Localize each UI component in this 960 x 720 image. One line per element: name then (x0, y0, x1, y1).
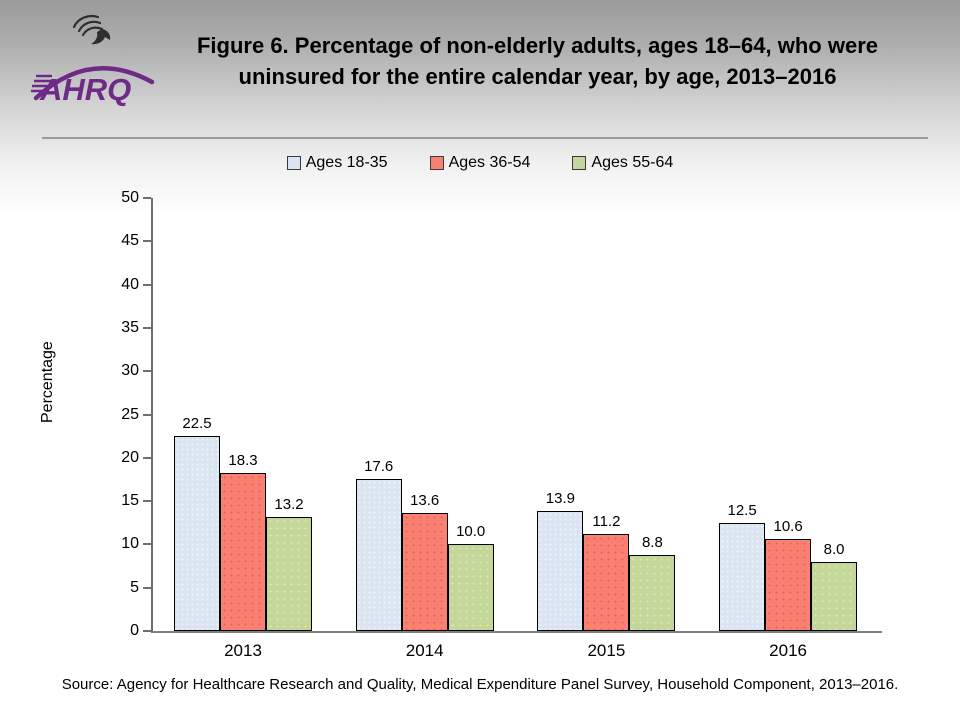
y-tick (143, 586, 151, 589)
title-divider (42, 137, 928, 139)
ahrq-logo: AHRQ (28, 8, 158, 118)
x-tick-label: 2016 (769, 641, 807, 660)
bar-value-label: 8.8 (641, 533, 663, 551)
bar-2013-ages-55-64 (266, 516, 312, 631)
y-tick-label: 5 (130, 578, 139, 596)
bar-2015-ages-55-64 (629, 554, 676, 631)
figure-title: Figure 6. Percentage of non-elderly adul… (140, 30, 935, 92)
y-tick-label: 50 (121, 189, 139, 206)
bar-2013-ages-18-35 (174, 436, 220, 631)
bar-2016-ages-55-64 (811, 561, 858, 631)
bar-value-label: 13.6 (410, 492, 440, 510)
y-tick-label: 35 (121, 318, 139, 336)
y-tick (143, 500, 151, 503)
ahrq-logo-text: AHRQ (39, 72, 131, 107)
y-tick-label: 45 (121, 232, 139, 250)
legend-item: Ages 18-35 (286, 154, 388, 172)
plot-area: 0 5 10 15 20 25 30 35 40 45 50 22.5 18.3 13.2 2013 17.6… (121, 189, 882, 660)
bar-2016-ages-18-35 (719, 522, 766, 631)
y-tick (143, 543, 151, 546)
y-tick (143, 197, 151, 199)
y-tick-label: 10 (121, 535, 139, 553)
bar-2014-ages-18-35 (355, 478, 402, 631)
y-tick (143, 413, 151, 416)
legend-swatch-icon (572, 156, 587, 170)
y-tick-label: 40 (121, 275, 139, 293)
bar-value-label: 10.6 (773, 518, 803, 536)
bar-2015-ages-36-54 (583, 534, 630, 631)
y-tick (143, 326, 151, 329)
x-tick-label: 2015 (587, 641, 626, 660)
legend-swatch-icon (429, 156, 444, 170)
y-tick-label: 20 (121, 448, 139, 466)
legend-item-label: Ages 36-54 (448, 154, 531, 171)
bar-2016-ages-36-54 (765, 539, 812, 631)
bar-2015-ages-18-35 (537, 510, 584, 631)
x-tick-label: 2014 (405, 641, 444, 660)
source-note: Source: Agency for Healthcare Research a… (61, 676, 899, 693)
bar-2014-ages-55-64 (447, 544, 494, 631)
y-tick (143, 630, 151, 632)
bar-value-label: 18.3 (228, 451, 258, 469)
y-axis-title: Percentage (39, 341, 56, 423)
bar-value-label: 12.5 (727, 501, 757, 519)
y-tick-label: 0 (130, 622, 139, 639)
y-tick (143, 370, 151, 373)
bar-2013-ages-36-54 (220, 472, 266, 631)
x-tick-label: 2013 (224, 641, 262, 660)
bar-value-label: 10.0 (456, 523, 486, 541)
y-tick-label: 25 (121, 405, 139, 423)
legend-swatch-icon (286, 156, 301, 170)
y-tick (143, 240, 151, 243)
legend-item-label: Ages 55-64 (591, 154, 674, 171)
chart-legend: Ages 18-35 Ages 36-54 Ages 55-64 (0, 154, 960, 172)
hhs-eagle-icon (72, 14, 111, 45)
y-tick-label: 15 (121, 492, 139, 510)
bar-value-label: 8.0 (823, 540, 845, 558)
bar-value-label: 11.2 (592, 513, 621, 531)
y-tick-label: 30 (121, 362, 139, 380)
y-tick (143, 283, 151, 286)
bar-value-label: 17.6 (364, 457, 394, 475)
bar-value-label: 13.9 (545, 489, 575, 507)
legend-item: Ages 36-54 (429, 154, 531, 172)
y-tick (143, 456, 151, 459)
bar-value-label: 22.5 (182, 415, 212, 433)
legend-item: Ages 55-64 (572, 154, 673, 172)
figure-title-line1: Figure 6. Percentage of non-elderly adul… (196, 33, 878, 58)
ahrq-wordmark-icon: AHRQ (31, 66, 155, 107)
bar-2014-ages-36-54 (401, 513, 448, 631)
figure-title-line2: uninsured for the entire calendar year, … (238, 64, 837, 89)
legend-item-label: Ages 18-35 (305, 154, 388, 171)
bar-value-label: 13.2 (274, 495, 304, 513)
